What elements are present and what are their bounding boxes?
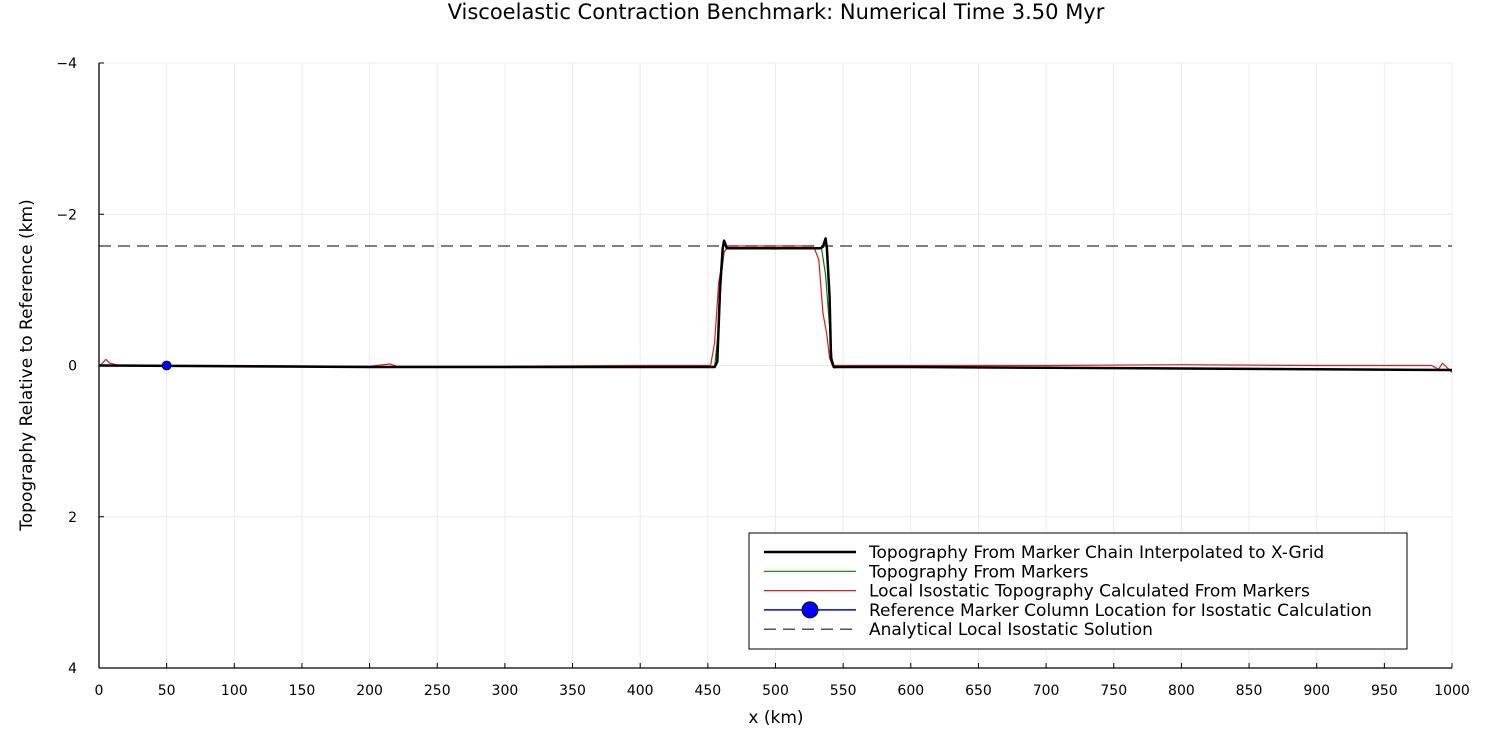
legend-label: Topography From Markers xyxy=(868,562,1089,582)
x-tick-label: 850 xyxy=(1236,683,1263,699)
x-tick-label: 950 xyxy=(1371,683,1398,699)
x-axis-ticks: 0 50 100 150 200 250 300 350 400 450 500 550 600 650 7… xyxy=(95,663,1470,699)
x-axis-label: x (km) xyxy=(748,708,803,728)
x-tick-label: 600 xyxy=(897,683,924,699)
x-tick-label: 0 xyxy=(95,683,104,699)
chart-title: Viscoelastic Contraction Benchmark: Nume… xyxy=(448,0,1105,24)
y-tick-label: −4 xyxy=(56,56,77,72)
legend: Topography From Marker Chain Interpolate… xyxy=(748,532,1408,650)
y-axis-ticks: −4 −2 0 2 4 xyxy=(56,56,104,677)
x-tick-label: 500 xyxy=(762,683,789,699)
x-tick-label: 650 xyxy=(965,683,992,699)
x-tick-label: 100 xyxy=(221,683,248,699)
x-tick-label: 450 xyxy=(694,683,721,699)
x-tick-label: 400 xyxy=(627,683,654,699)
x-tick-label: 800 xyxy=(1168,683,1195,699)
legend-label: Analytical Local Isostatic Solution xyxy=(869,620,1153,640)
x-tick-label: 900 xyxy=(1303,683,1330,699)
legend-label: Topography From Marker Chain Interpolate… xyxy=(868,543,1324,563)
x-tick-label: 350 xyxy=(559,683,586,699)
y-tick-label: 4 xyxy=(68,661,77,677)
y-tick-label: 2 xyxy=(68,510,77,526)
series-line xyxy=(98,237,1453,372)
legend-label: Reference Marker Column Location for Iso… xyxy=(869,601,1372,621)
reference-marker-point xyxy=(161,360,172,371)
legend-label: Local Isostatic Topography Calculated Fr… xyxy=(869,582,1310,602)
x-tick-label: 250 xyxy=(424,683,451,699)
y-tick-label: 0 xyxy=(68,359,77,375)
y-axis-label: Topography Relative to Reference (km) xyxy=(17,199,37,531)
x-tick-label: 50 xyxy=(158,683,176,699)
x-tick-label: 300 xyxy=(492,683,519,699)
x-tick-label: 750 xyxy=(1100,683,1127,699)
legend-marker-icon xyxy=(801,601,819,619)
x-tick-label: 200 xyxy=(356,683,383,699)
x-tick-label: 1000 xyxy=(1434,683,1470,699)
legend-box xyxy=(748,532,1408,650)
y-tick-label: −2 xyxy=(56,207,77,223)
x-tick-label: 550 xyxy=(830,683,857,699)
x-tick-label: 150 xyxy=(289,683,316,699)
x-tick-label: 700 xyxy=(1033,683,1060,699)
plot-area xyxy=(98,237,1453,373)
